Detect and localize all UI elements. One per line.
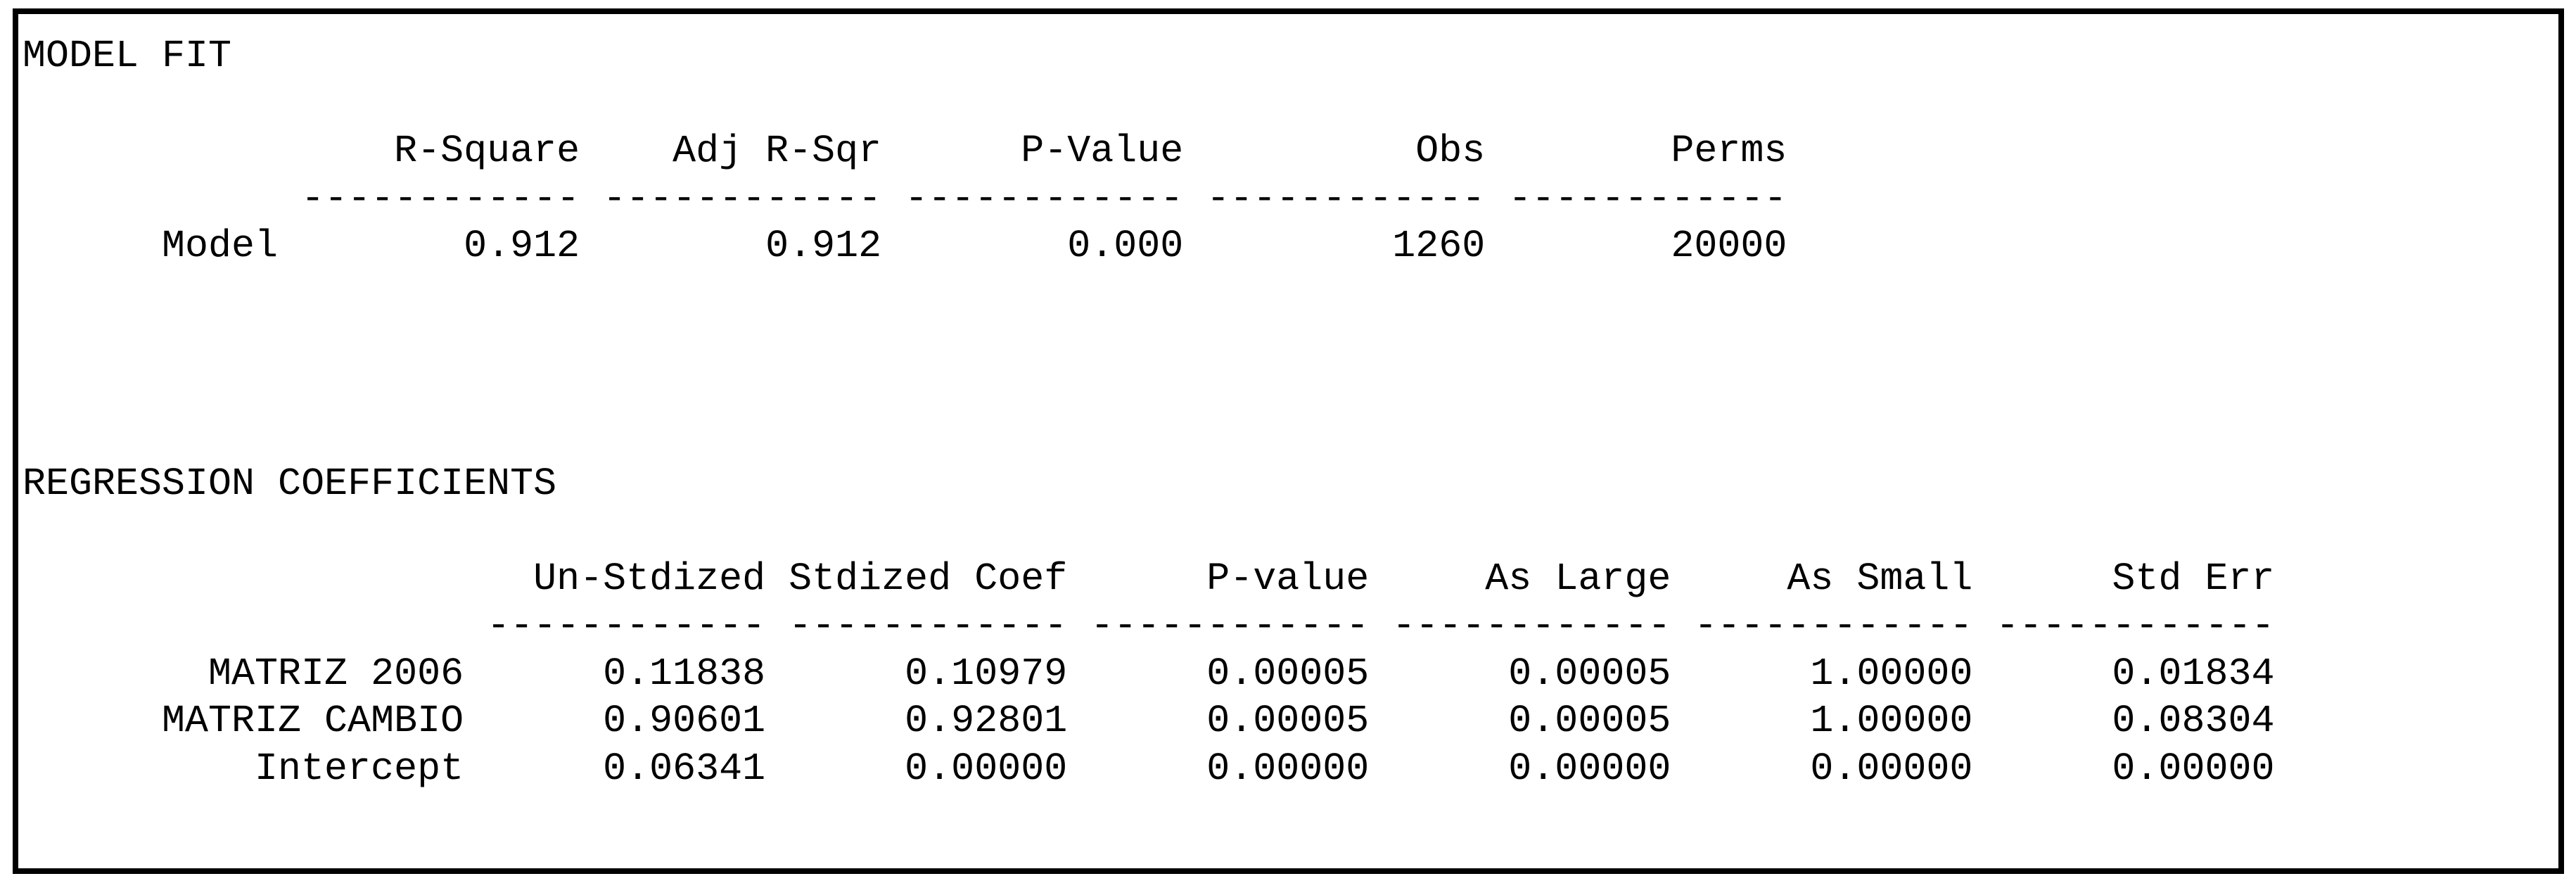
dash-divider: ------------ <box>1206 176 1486 221</box>
cell-as-large: 0.00005 <box>1508 699 1671 743</box>
column-header-un-stdized: Un-Stdized <box>533 556 766 601</box>
cell-stdized-coef: 0.00000 <box>905 746 1068 791</box>
column-header-as-small: As Small <box>1787 556 1973 601</box>
cell-obs: 1260 <box>1392 224 1486 268</box>
spacer-line <box>23 80 2556 128</box>
spacer-line <box>23 270 2556 318</box>
regression-title-line: REGRESSION COEFFICIENTS <box>23 460 2556 508</box>
column-header-p-value: P-Value <box>1021 129 1184 173</box>
dash-divider: ------------ <box>1392 604 1671 648</box>
dash-divider: ------------ <box>905 176 1184 221</box>
report-text: MODEL FIT R-Square Adj R-Sqr P-Value Obs Per… <box>23 32 2556 792</box>
dash-divider: ------------ <box>1508 176 1787 221</box>
cell-stdized-coef: 0.92801 <box>905 699 1068 743</box>
cell-p-value: 0.00000 <box>1206 746 1370 791</box>
column-header-perms: Perms <box>1671 129 1787 173</box>
spacer-line <box>23 507 2556 555</box>
cell-un-stdized: 0.11838 <box>603 651 766 696</box>
column-header-obs: Obs <box>1415 129 1486 173</box>
dash-divider: ------------ <box>1090 604 1370 648</box>
cell-p-value: 0.00005 <box>1206 651 1370 696</box>
spacer-line <box>23 365 2556 413</box>
cell-un-stdized: 0.90601 <box>603 699 766 743</box>
column-header-as-large: As Large <box>1485 556 1671 601</box>
cell-as-small: 1.00000 <box>1810 699 1973 743</box>
cell-r-square: 0.912 <box>464 224 580 268</box>
output-panel: MODEL FIT R-Square Adj R-Sqr P-Value Obs Per… <box>13 8 2564 874</box>
cell-p-value: 0.00005 <box>1206 699 1370 743</box>
regression-data-row: MATRIZ 2006 0.11838 0.10979 0.00005 0.00005 1… <box>23 650 2556 698</box>
column-header-stdized-coef: Stdized Coef <box>789 556 1068 601</box>
column-header-p-value: P-value <box>1206 556 1370 601</box>
regression-section-title: REGRESSION COEFFICIENTS <box>23 461 557 506</box>
cell-std-err: 0.01834 <box>2112 651 2275 696</box>
row-label-intercept: Intercept <box>255 746 464 791</box>
column-header-adj-r-sqr: Adj R-Sqr <box>672 129 882 173</box>
row-label-model: Model <box>162 224 279 268</box>
cell-p-value: 0.000 <box>1067 224 1184 268</box>
cell-perms: 20000 <box>1671 224 1787 268</box>
spacer-line <box>23 317 2556 365</box>
regression-data-row: MATRIZ CAMBIO 0.90601 0.92801 0.00005 0.0000… <box>23 697 2556 745</box>
cell-as-large: 0.00000 <box>1508 746 1671 791</box>
model-fit-title-line: MODEL FIT <box>23 32 2556 80</box>
regression-data-row: Intercept 0.06341 0.00000 0.00000 0.00000 0.0… <box>23 745 2556 793</box>
cell-un-stdized: 0.06341 <box>603 746 766 791</box>
spacer-line <box>23 412 2556 460</box>
dash-divider: ------------ <box>603 176 882 221</box>
row-label-matriz-2006: MATRIZ 2006 <box>208 651 464 696</box>
model-fit-section-title: MODEL FIT <box>23 34 232 78</box>
column-header-r-square: R-Square <box>394 129 580 173</box>
dash-divider: ------------ <box>789 604 1068 648</box>
column-header-std-err: Std Err <box>2112 556 2275 601</box>
dash-divider: ------------ <box>1996 604 2275 648</box>
regression-header-row: Un-Stdized Stdized Coef P-value As Large As … <box>23 555 2556 603</box>
cell-std-err: 0.08304 <box>2112 699 2275 743</box>
cell-std-err: 0.00000 <box>2112 746 2275 791</box>
cell-as-large: 0.00005 <box>1508 651 1671 696</box>
regression-divider-row: ------------ ------------ ------------ ----… <box>23 602 2556 650</box>
cell-stdized-coef: 0.10979 <box>905 651 1068 696</box>
model-fit-data-row: Model 0.912 0.912 0.000 1260 20000 <box>23 222 2556 270</box>
cell-adj-r-sqr: 0.912 <box>765 224 882 268</box>
dash-divider: ------------ <box>301 176 580 221</box>
cell-as-small: 0.00000 <box>1810 746 1973 791</box>
cell-as-small: 1.00000 <box>1810 651 1973 696</box>
model-fit-header-row: R-Square Adj R-Sqr P-Value Obs Perms <box>23 127 2556 175</box>
model-fit-divider-row: ------------ ------------ ------------ ----… <box>23 175 2556 223</box>
dash-divider: ------------ <box>487 604 766 648</box>
row-label-matriz-cambio: MATRIZ CAMBIO <box>162 699 464 743</box>
dash-divider: ------------ <box>1694 604 1973 648</box>
